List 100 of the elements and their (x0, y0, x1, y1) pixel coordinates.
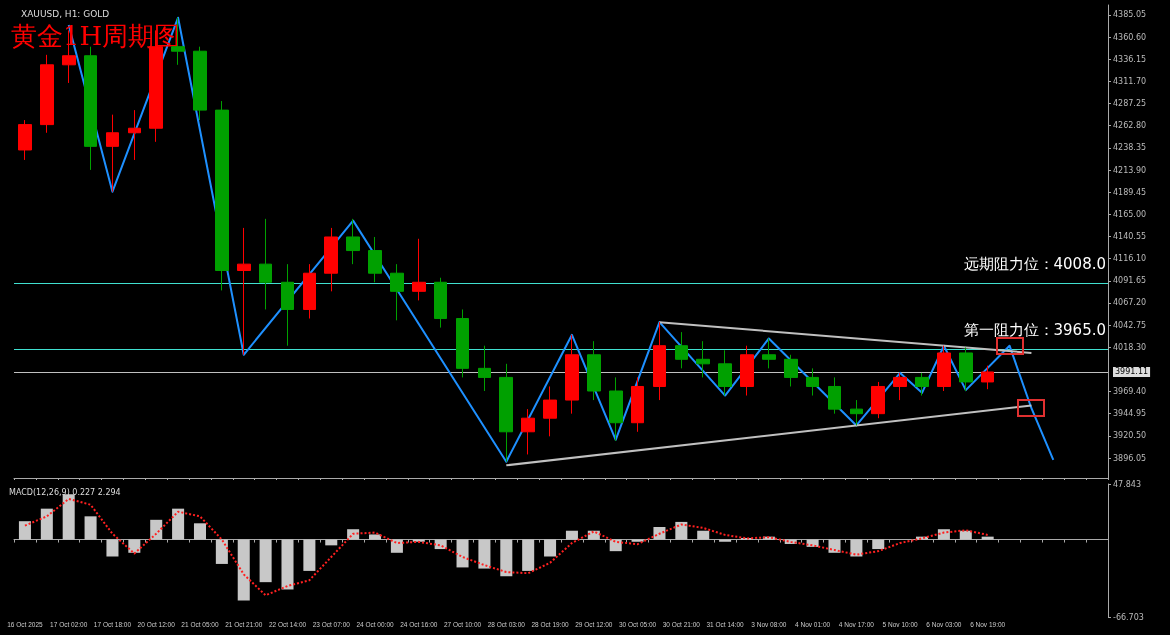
candlestick (696, 340, 710, 378)
bar (697, 530, 710, 540)
bar (981, 536, 994, 540)
ref-line-label: 远期阻力位：4008.0 (963, 254, 1106, 273)
candlestick (390, 263, 404, 321)
candlestick (959, 347, 973, 392)
candlestick (587, 340, 601, 401)
candlestick (434, 277, 447, 329)
y-tick-label: 4213.90 (1113, 165, 1147, 175)
bar (84, 516, 97, 540)
candlestick (740, 345, 754, 397)
candlestick (631, 376, 644, 433)
y-tick-label: 4091.65 (1113, 276, 1147, 286)
candlestick (653, 321, 666, 401)
bar (172, 508, 185, 540)
candlestick (368, 236, 382, 283)
chart-title: MACD(12,26,9) 0.227 2.294 (9, 487, 121, 497)
candlestick (828, 376, 841, 415)
candlestick (915, 372, 929, 397)
y-tick-label: 4018.30 (1113, 342, 1147, 352)
bar (303, 539, 316, 571)
bar (150, 519, 163, 540)
bar (215, 539, 228, 564)
y-tick-label: 4116.10 (1113, 254, 1147, 264)
bar (369, 534, 382, 540)
bar (237, 539, 250, 601)
candlestick (84, 46, 97, 171)
candlestick (193, 46, 207, 121)
candlestick (324, 227, 338, 292)
candlestick (346, 218, 360, 265)
candlestick (543, 385, 557, 437)
bar (193, 523, 206, 540)
bar (850, 539, 863, 557)
bar (653, 527, 666, 540)
bar (281, 539, 294, 590)
bar (544, 539, 557, 557)
candlestick (456, 308, 469, 378)
bar (456, 539, 469, 568)
candlestick (18, 119, 32, 161)
candlestick (303, 263, 316, 320)
bar (478, 539, 491, 569)
candlestick (565, 334, 579, 415)
bar (106, 539, 119, 557)
candlestick (412, 238, 426, 301)
candlestick (237, 227, 251, 356)
y-tick-label: 3920.50 (1113, 431, 1147, 441)
y-tick-label: 47.843 (1113, 479, 1141, 489)
candlestick (981, 365, 994, 390)
bar (390, 539, 403, 553)
bar (675, 521, 688, 540)
y-tick-label: 3896.05 (1113, 453, 1147, 463)
bar (500, 539, 513, 577)
y-tick-label: 4262.80 (1113, 121, 1147, 131)
y-tick-label: 4140.55 (1113, 231, 1147, 241)
candlestick (675, 331, 688, 369)
bar (937, 529, 950, 540)
candlestick (499, 363, 513, 463)
candlestick (215, 100, 229, 291)
bar (959, 530, 972, 540)
y-tick-label: 4360.60 (1113, 32, 1147, 42)
y-tick-label: 4311.70 (1113, 76, 1147, 86)
y-tick-label: 4336.15 (1113, 54, 1147, 64)
candlestick (937, 345, 951, 392)
line-series (23, 497, 989, 597)
y-tick-label: 4287.25 (1113, 99, 1147, 109)
bar (62, 494, 75, 540)
candlestick (806, 367, 819, 397)
bar (828, 539, 841, 553)
bar (259, 539, 272, 583)
candlestick (128, 109, 141, 161)
y-tick-label: 4067.20 (1113, 298, 1147, 308)
candlestick (521, 408, 535, 455)
candlestick (718, 349, 732, 397)
candlestick (281, 263, 294, 347)
ref-line-label: 3991.11 (1115, 367, 1149, 377)
candlestick (893, 372, 907, 401)
chart-subtitle: XAUUSD, H1: GOLD (21, 8, 110, 19)
candlestick (762, 337, 776, 369)
y-tick-label: 3944.95 (1113, 409, 1147, 419)
bar (522, 539, 535, 571)
y-tick-label: 4165.00 (1113, 209, 1147, 219)
candlestick (259, 218, 272, 310)
y-tick-label: -66.703 (1113, 612, 1144, 622)
y-tick-label: 3969.40 (1113, 387, 1147, 397)
bar (872, 539, 885, 550)
candlestick (850, 399, 863, 426)
y-tick-label: 4385.05 (1113, 10, 1147, 20)
bar (40, 508, 53, 540)
candlestick (871, 381, 885, 419)
y-tick-label: 4042.75 (1113, 320, 1147, 330)
candlestick (106, 114, 119, 193)
ref-line-label: 第一阻力位：3965.0 (963, 320, 1106, 339)
y-tick-label: 4189.45 (1113, 187, 1147, 197)
candlestick (478, 345, 491, 392)
y-tick-label: 4238.35 (1113, 143, 1147, 153)
bar (18, 521, 31, 540)
candlestick (609, 376, 623, 442)
bar (565, 530, 578, 540)
candlestick (40, 54, 54, 134)
candlestick (784, 354, 798, 387)
